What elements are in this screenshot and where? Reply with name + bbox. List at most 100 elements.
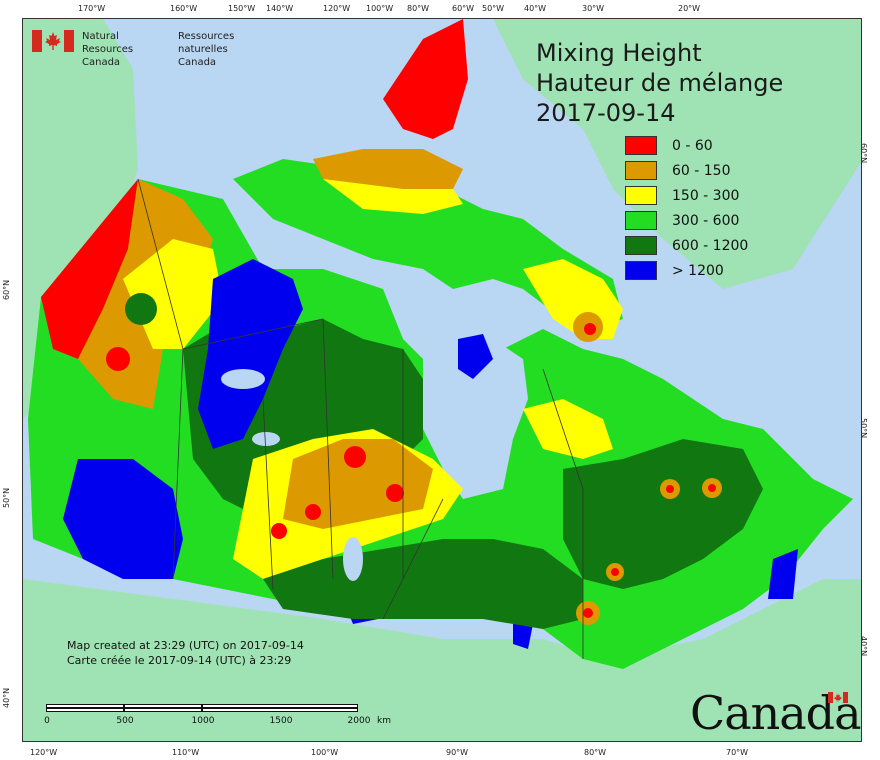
nwt-blue <box>198 259 303 449</box>
agency-fr-line1: Ressources naturelles <box>178 31 235 55</box>
tick-top: 60°W <box>452 4 475 13</box>
north-orange <box>313 149 463 189</box>
hudson-blue <box>458 334 493 379</box>
baffin-red-spot <box>584 323 596 335</box>
nrcan-signature: Natural Resources Canada Ressources natu… <box>32 30 266 69</box>
legend-swatch <box>625 136 657 155</box>
prairie-red-4 <box>271 523 287 539</box>
tick-top: 100°W <box>366 4 394 13</box>
tick-bottom: 100°W <box>311 748 339 757</box>
scale-track <box>46 704 360 714</box>
tick-top: 40°W <box>524 4 547 13</box>
scale-bar: 0 500 1000 1500 2000 km <box>44 704 391 726</box>
scale-label: 500 <box>116 716 134 726</box>
scale-label: 1000 <box>191 716 215 726</box>
scale-segment <box>46 704 124 708</box>
legend-swatch <box>625 161 657 180</box>
scale-label: 0 <box>44 716 50 726</box>
prairie-red-2 <box>386 484 404 502</box>
tick-top: 30°W <box>582 4 605 13</box>
legend-item: > 1200 <box>625 258 748 283</box>
legend-swatch <box>625 186 657 205</box>
mixing-height-map <box>23 19 861 741</box>
legend-label: 300 - 600 <box>672 212 740 229</box>
tick-top: 80°W <box>407 4 430 13</box>
legend-label: 60 - 150 <box>672 162 731 179</box>
quebec-dark-green <box>563 439 763 589</box>
tick-top: 120°W <box>323 4 351 13</box>
tick-bottom: 80°W <box>584 748 607 757</box>
tick-top: 20°W <box>678 4 701 13</box>
agency-name-en: Natural Resources Canada <box>82 30 170 69</box>
legend-swatch <box>625 261 657 280</box>
scale-segment <box>202 704 358 708</box>
quebec-red-1 <box>666 485 674 493</box>
agency-name-fr: Ressources naturelles Canada <box>178 30 266 69</box>
labrador-yellow <box>523 399 613 459</box>
agency-en-line1: Natural Resources <box>82 31 134 55</box>
scale-segment <box>46 708 124 712</box>
ontario-red <box>611 568 619 576</box>
tick-bottom: 110°W <box>172 748 200 757</box>
scale-label: 1500 <box>269 716 293 726</box>
tick-left: 60°N <box>2 279 11 300</box>
scale-label: km <box>377 716 391 726</box>
agency-fr-line2: Canada <box>178 57 217 68</box>
nb-blue <box>768 549 798 599</box>
legend-label: 150 - 300 <box>672 187 740 204</box>
map-frame <box>22 18 862 742</box>
south-dark-green <box>263 539 583 629</box>
yukon-red <box>41 179 138 359</box>
agency-en-line2: Canada <box>82 57 121 68</box>
tick-top: 50°W <box>482 4 505 13</box>
hudson-bay <box>423 339 528 499</box>
title-fr: Hauteur de mélange <box>536 69 784 97</box>
map-title: Mixing Height Hauteur de mélange 2017-09… <box>536 38 783 128</box>
tick-top: 170°W <box>78 4 106 13</box>
arctic-islands <box>233 159 623 329</box>
bc-blue <box>63 459 183 579</box>
lake <box>252 432 280 446</box>
canada-flag-icon <box>32 30 74 52</box>
prairie-red-1 <box>344 446 366 468</box>
legend-label: 0 - 60 <box>672 137 713 154</box>
scale-label: 2000 <box>347 716 371 726</box>
legend-item: 600 - 1200 <box>625 233 748 258</box>
tick-top: 160°W <box>170 4 198 13</box>
tick-left: 40°N <box>2 687 11 708</box>
quebec-red-2 <box>708 484 716 492</box>
legend-swatch <box>625 211 657 230</box>
legend-item: 300 - 600 <box>625 208 748 233</box>
lake <box>343 537 363 581</box>
map-credit: Map created at 23:29 (UTC) on 2017-09-14… <box>67 638 304 668</box>
usa-land <box>23 579 861 741</box>
ellesmere-red <box>383 19 468 139</box>
tick-left: 50°N <box>2 487 11 508</box>
legend-item: 150 - 300 <box>625 183 748 208</box>
wordmark-flag-icon <box>828 692 848 703</box>
scale-segment <box>124 704 202 708</box>
legend-item: 0 - 60 <box>625 133 748 158</box>
tick-bottom: 90°W <box>446 748 469 757</box>
legend: 0 - 60 60 - 150 150 - 300 300 - 600 600 … <box>625 133 748 283</box>
prairie-red-3 <box>305 504 321 520</box>
tick-bottom: 120°W <box>30 748 58 757</box>
se-red <box>583 608 593 618</box>
north-yellow <box>323 179 463 214</box>
scale-segment <box>202 708 358 712</box>
yukon-green-spot <box>125 293 157 325</box>
greenland-land <box>493 19 861 289</box>
tick-top: 140°W <box>266 4 294 13</box>
tick-bottom: 70°W <box>726 748 749 757</box>
lake <box>221 369 265 389</box>
title-en: Mixing Height <box>536 39 702 67</box>
prairie-orange <box>283 439 433 529</box>
credit-en: Map created at 23:29 (UTC) on 2017-09-14 <box>67 639 304 652</box>
legend-item: 60 - 150 <box>625 158 748 183</box>
credit-fr: Carte créée le 2017-09-14 (UTC) à 23:29 <box>67 654 292 667</box>
legend-label: > 1200 <box>672 262 724 279</box>
legend-swatch <box>625 236 657 255</box>
scale-segment <box>124 708 202 712</box>
yukon-red-spot <box>106 347 130 371</box>
tick-top: 150°W <box>228 4 256 13</box>
